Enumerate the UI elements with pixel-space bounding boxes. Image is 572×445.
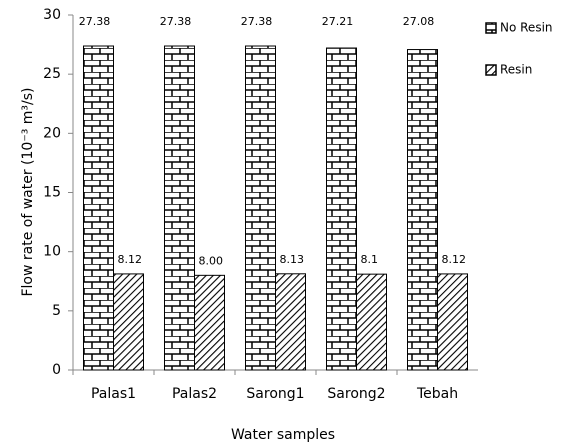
x-tick-label: Sarong1: [246, 386, 304, 402]
x-tick-label: Tebah: [416, 386, 458, 402]
legend-swatch: [485, 64, 497, 76]
legend-swatch: [485, 22, 497, 34]
value-label: 27.21: [322, 15, 354, 28]
value-label: 27.38: [241, 15, 273, 28]
bar: [245, 45, 276, 371]
value-label: 8.13: [280, 253, 305, 266]
x-tick-label: Palas2: [172, 386, 217, 402]
x-axis-label: Water samples: [231, 427, 335, 443]
value-label: 27.38: [160, 15, 192, 28]
x-tick-label: Palas1: [91, 386, 136, 402]
bar: [164, 45, 195, 371]
y-tick-label: 20: [43, 125, 61, 141]
y-tick-label: 0: [52, 362, 61, 378]
x-tick-label: Sarong2: [327, 386, 385, 402]
bar: [437, 273, 468, 371]
value-label: 8.12: [118, 253, 143, 266]
y-tick-label: 10: [43, 244, 61, 260]
legend-label: Resin: [500, 63, 532, 77]
y-tick-label: 15: [43, 185, 61, 201]
y-tick-label: 30: [43, 7, 61, 23]
value-label: 27.08: [403, 15, 435, 28]
bar: [83, 45, 114, 371]
value-label: 8.00: [199, 254, 224, 267]
value-label: 8.1: [361, 253, 379, 266]
bar: [113, 273, 144, 371]
y-axis-label: Flow rate of water (10⁻³ m³/s): [20, 87, 36, 296]
bar: [326, 47, 357, 371]
bar: [194, 274, 225, 371]
bar: [407, 49, 438, 371]
legend-label: No Resin: [500, 21, 553, 35]
bar: [275, 273, 306, 371]
y-tick-label: 5: [52, 303, 61, 319]
y-tick-label: 25: [43, 66, 61, 82]
value-label: 27.38: [79, 15, 111, 28]
value-label: 8.12: [442, 253, 467, 266]
bar: [356, 273, 387, 371]
